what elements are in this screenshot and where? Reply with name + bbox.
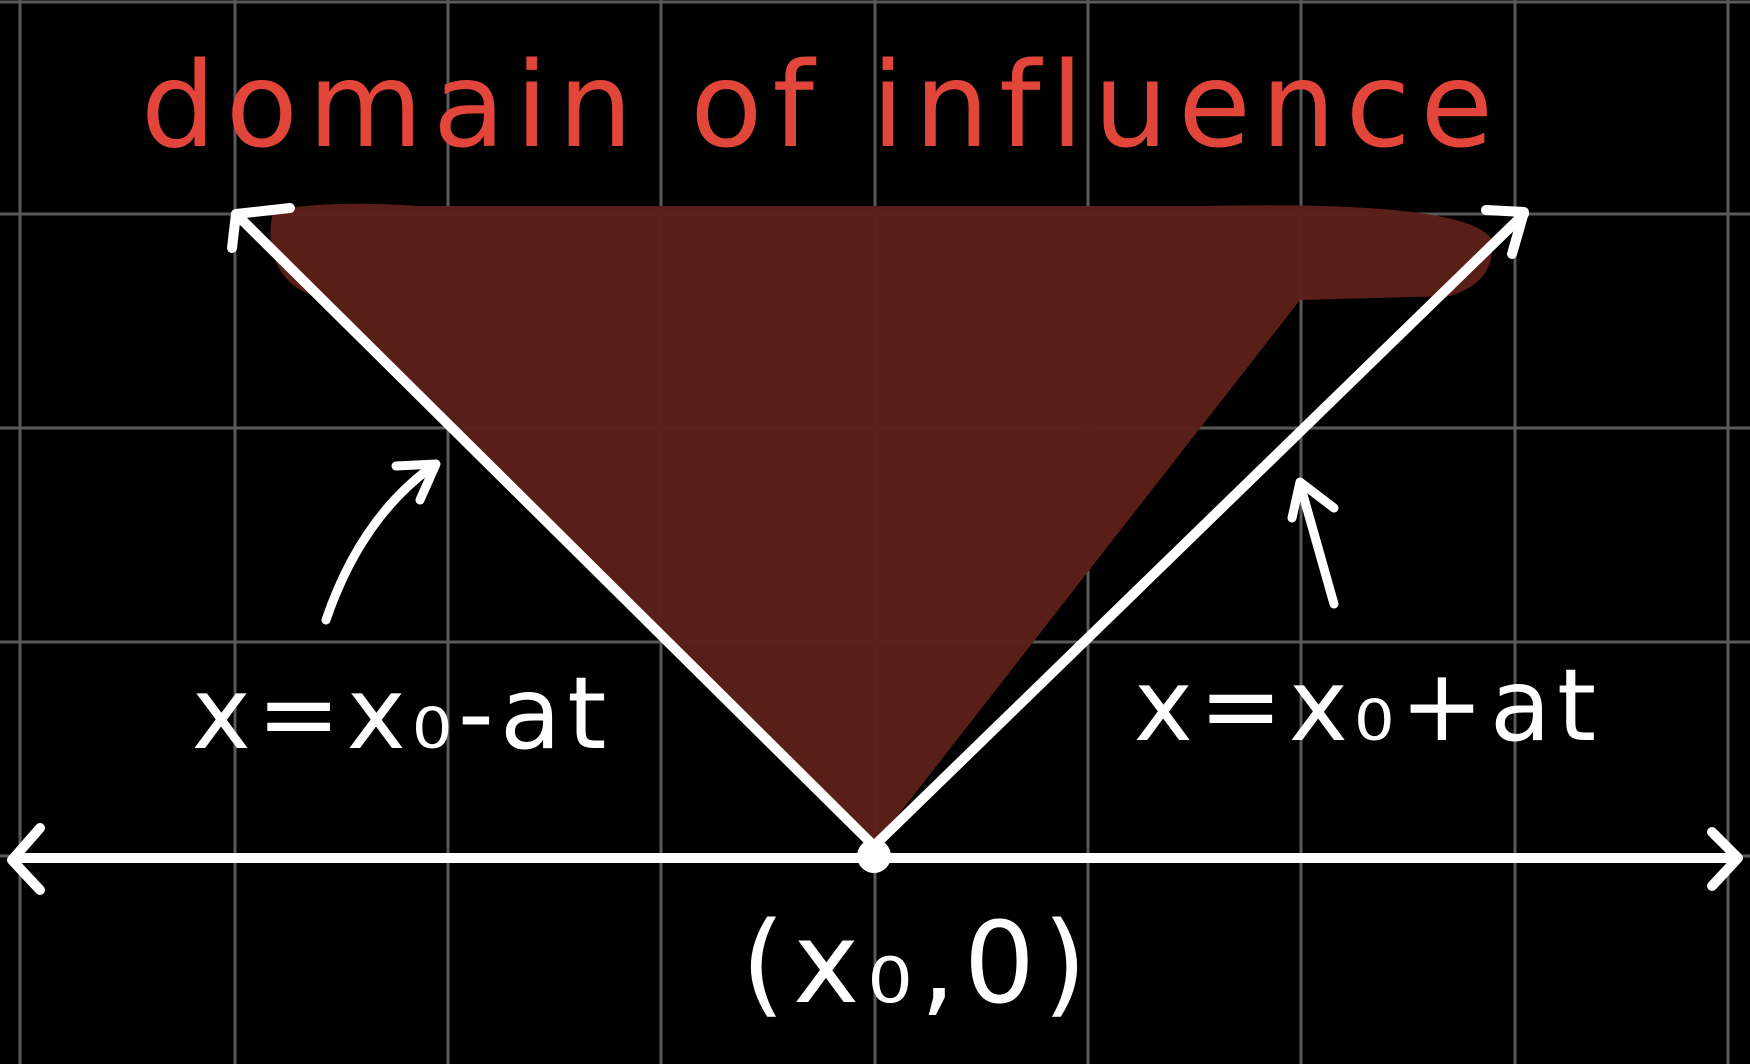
influence-region (270, 203, 1493, 846)
characteristic-lines (227, 203, 1529, 851)
right-characteristic-arrowhead (1481, 205, 1529, 259)
origin-label: (x₀,0) (741, 899, 1094, 1029)
right-pointer-arrowhead (1287, 477, 1339, 523)
right-line-label: x=x₀+at (1134, 647, 1603, 764)
origin-point (857, 839, 891, 873)
x-axis-right-arrow (1707, 827, 1743, 891)
left-characteristic-line (231, 209, 879, 851)
x-axis-left-arrow (7, 823, 45, 895)
left-line-label: x=x₀-at (192, 655, 613, 772)
left-characteristic-arrowhead (227, 203, 295, 253)
left-pointer-arrow (321, 463, 435, 625)
right-pointer-arrow (1295, 479, 1339, 609)
diagram-title: domain of influence (141, 36, 1503, 174)
right-characteristic-line (869, 209, 1529, 851)
left-pointer-arrowhead (391, 459, 441, 505)
pointer-arrows (321, 459, 1339, 625)
